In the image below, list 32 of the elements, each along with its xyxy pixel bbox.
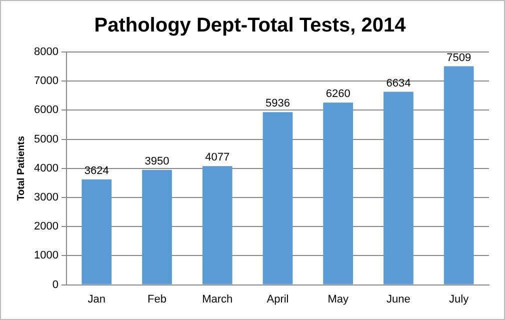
x-tick-label: July	[449, 293, 470, 306]
bar	[202, 166, 232, 284]
y-tick-label: 5000	[34, 133, 58, 146]
y-tick-label: 3000	[34, 192, 58, 204]
y-tick-label: 4000	[34, 162, 58, 174]
bar	[384, 92, 414, 284]
chart-title: Pathology Dept-Total Tests, 2014	[94, 14, 407, 37]
data-label: 4077	[205, 152, 230, 164]
data-label: 6634	[386, 77, 411, 90]
bar	[444, 66, 474, 284]
y-tick-label: 1000	[34, 250, 58, 262]
x-tick-label: April	[266, 293, 289, 306]
data-label: 3624	[84, 164, 109, 177]
x-tick-label: May	[328, 293, 349, 306]
y-tick-label: 0	[52, 278, 58, 291]
x-tick-label: June	[386, 293, 410, 306]
y-tick-label: 2000	[34, 220, 58, 233]
y-tick-label: 8000	[34, 46, 58, 58]
x-tick-label: March	[202, 293, 233, 306]
x-tick-label: Jan	[88, 293, 106, 306]
y-axis-title: Total Patients	[16, 136, 27, 201]
data-label: 3950	[144, 155, 170, 168]
bar	[82, 179, 112, 284]
data-label: 5936	[265, 98, 290, 110]
data-label: 7509	[446, 52, 472, 64]
bar	[323, 102, 354, 284]
x-tick-label: Feb	[148, 293, 166, 306]
bar	[142, 170, 172, 284]
data-label: 6260	[326, 88, 350, 100]
bar	[262, 112, 293, 284]
y-tick-label: 7000	[34, 75, 58, 88]
y-tick-label: 6000	[34, 104, 58, 116]
